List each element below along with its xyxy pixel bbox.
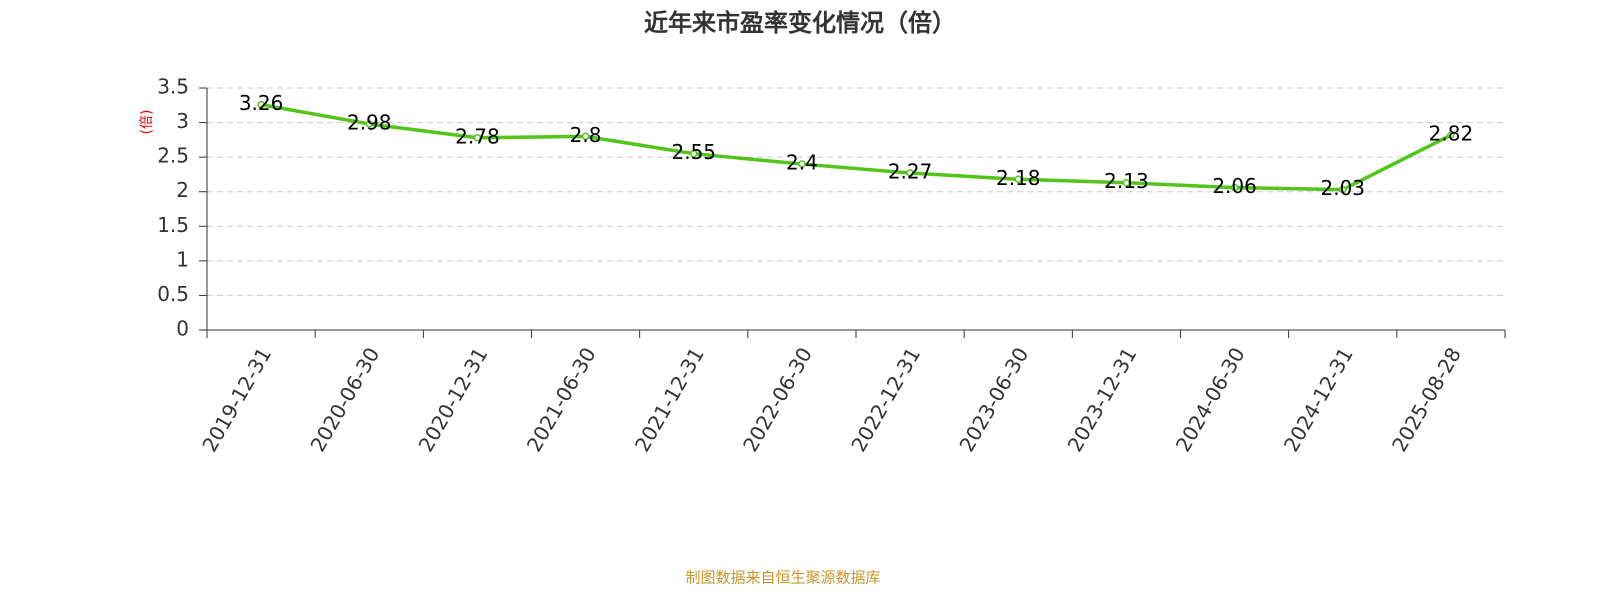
x-tick-label: 2021-12-31 [630, 343, 709, 456]
x-tick-label: 2023-12-31 [1063, 343, 1142, 456]
point [1014, 175, 1022, 184]
y-tick-label: 1.5 [157, 213, 189, 237]
point [1447, 131, 1455, 139]
x-tick-label: 2025-08-28 [1387, 343, 1466, 456]
x-tick-label: 2024-06-30 [1171, 343, 1250, 456]
value-label: 2.4 [786, 151, 818, 175]
point [473, 134, 482, 142]
value-label: 2.06 [1212, 174, 1257, 198]
value-label: 2.82 [1429, 122, 1474, 146]
point [581, 132, 590, 141]
x-tick-label: 2023-06-30 [954, 343, 1033, 456]
point [798, 160, 806, 168]
x-tick-label: 2020-12-31 [414, 343, 493, 456]
value-label: 3.26 [239, 91, 284, 115]
y-tick-label: 0 [176, 317, 189, 341]
value-label: 2.18 [996, 166, 1041, 190]
y-tick-label: 3.5 [157, 75, 189, 99]
y-tick-label: 3 [176, 109, 189, 133]
x-tick-label: 2021-06-30 [522, 343, 601, 456]
value-label: 2.98 [347, 110, 392, 134]
value-label: 2.27 [888, 160, 933, 184]
y-axis-label: (倍) [139, 110, 155, 135]
value-label: 2.78 [455, 124, 500, 148]
point [1339, 185, 1347, 194]
line [260, 102, 1452, 192]
x-tick-label: 2024-12-31 [1279, 343, 1358, 456]
value-label: 2.13 [1104, 169, 1149, 193]
point [1230, 183, 1239, 192]
x-tick-label: 2022-06-30 [738, 343, 817, 456]
point [257, 100, 265, 109]
point [906, 169, 914, 177]
point [1122, 178, 1131, 187]
x-tick-label: 2019-12-31 [197, 343, 276, 456]
x-tick-label: 2022-12-31 [846, 343, 925, 456]
y-tick-label: 2 [176, 178, 189, 202]
chart-title: 近年来市盈率变化情况（倍） [644, 9, 956, 37]
y-tick-label: 1 [176, 247, 189, 271]
source-note: 制图数据来自恒生聚源数据库 [685, 569, 880, 587]
value-label: 2.55 [671, 140, 716, 164]
y-tick-label: 0.5 [157, 282, 189, 306]
x-tick-label: 2020-06-30 [305, 343, 384, 456]
value-label: 2.8 [570, 123, 602, 147]
point [690, 149, 698, 158]
y-tick-label: 2.5 [157, 144, 189, 168]
point [365, 120, 373, 128]
value-label: 2.03 [1320, 176, 1365, 200]
